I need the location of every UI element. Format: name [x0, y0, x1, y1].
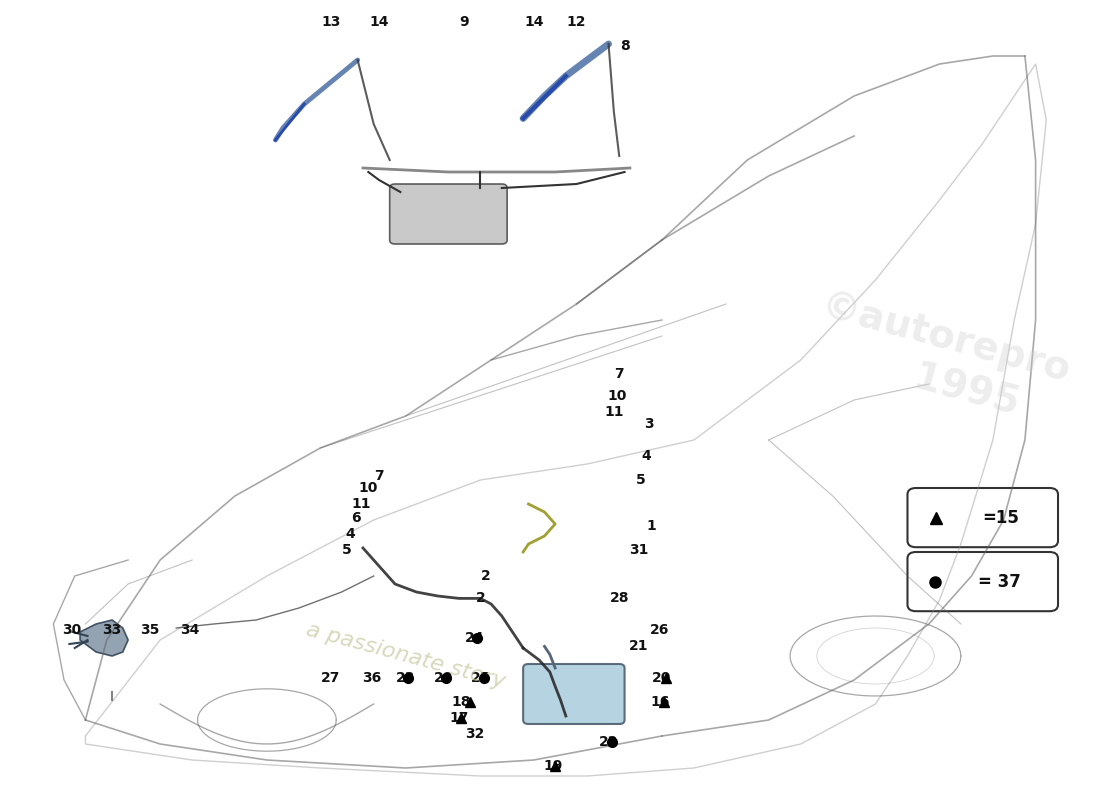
Text: 11: 11: [604, 405, 624, 419]
Text: a passionate story: a passionate story: [304, 620, 507, 692]
Text: 26: 26: [650, 623, 670, 638]
Text: 2: 2: [475, 591, 485, 606]
Text: 20: 20: [652, 671, 672, 686]
Text: 7: 7: [615, 367, 624, 382]
Text: 16: 16: [650, 695, 670, 710]
Text: 10: 10: [359, 481, 378, 495]
Polygon shape: [80, 620, 128, 656]
Text: 2: 2: [481, 569, 491, 583]
Text: 21: 21: [629, 639, 648, 654]
Text: 7: 7: [374, 469, 384, 483]
Text: 8: 8: [619, 39, 629, 54]
Text: 27: 27: [321, 671, 341, 686]
Text: 29: 29: [433, 671, 453, 686]
Text: 3: 3: [645, 417, 653, 431]
Text: 31: 31: [629, 543, 648, 558]
Text: 22: 22: [598, 735, 618, 750]
Text: 17: 17: [450, 711, 469, 726]
Text: 10: 10: [607, 389, 627, 403]
Text: 23: 23: [396, 671, 416, 686]
Text: ©autorepro
     1995: ©autorepro 1995: [805, 287, 1075, 433]
Text: 19: 19: [543, 759, 563, 774]
Text: 13: 13: [321, 15, 341, 30]
Text: 30: 30: [62, 623, 81, 638]
Text: 18: 18: [451, 695, 471, 710]
Text: 33: 33: [102, 623, 122, 638]
Text: 12: 12: [566, 15, 586, 30]
Text: 9: 9: [460, 15, 470, 30]
Text: =15: =15: [982, 509, 1019, 526]
FancyBboxPatch shape: [389, 184, 507, 244]
Text: = 37: = 37: [978, 573, 1021, 590]
Text: 5: 5: [636, 473, 646, 487]
Text: 14: 14: [524, 15, 543, 30]
Text: 11: 11: [351, 497, 371, 511]
Text: 25: 25: [471, 671, 491, 686]
FancyBboxPatch shape: [908, 552, 1058, 611]
Text: 28: 28: [609, 591, 629, 606]
FancyBboxPatch shape: [524, 664, 625, 724]
Text: 32: 32: [465, 727, 485, 742]
Text: 24: 24: [465, 631, 485, 646]
Text: 4: 4: [345, 527, 355, 542]
Text: 14: 14: [370, 15, 388, 30]
Text: 36: 36: [362, 671, 382, 686]
Text: 6: 6: [351, 511, 361, 526]
FancyBboxPatch shape: [908, 488, 1058, 547]
Text: 4: 4: [641, 449, 651, 463]
Text: 5: 5: [342, 543, 352, 558]
Text: 35: 35: [140, 623, 159, 638]
Text: 1: 1: [647, 519, 656, 534]
Text: 34: 34: [180, 623, 200, 638]
